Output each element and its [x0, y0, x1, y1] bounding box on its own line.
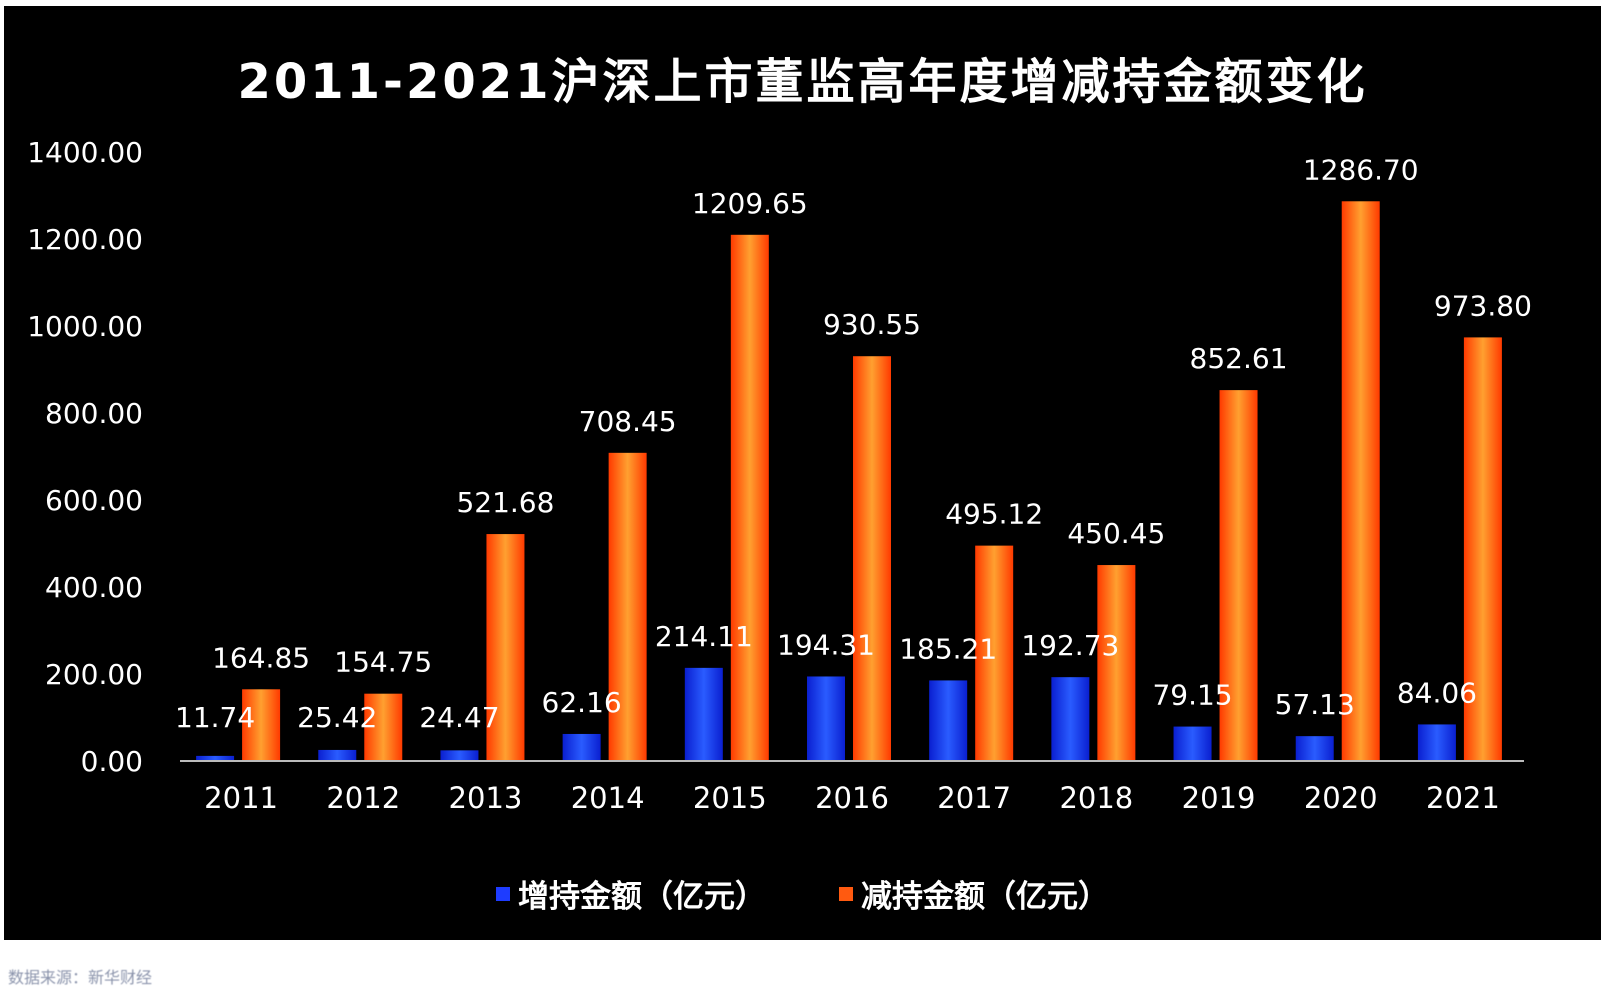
bar-decrease [608, 452, 647, 761]
data-label-decrease: 154.75 [334, 646, 432, 679]
data-label-decrease: 164.85 [212, 641, 310, 674]
data-label-decrease: 708.45 [579, 405, 677, 438]
legend-swatch-decrease [839, 886, 854, 901]
bar-decrease [486, 534, 525, 761]
data-label-decrease: 1209.65 [692, 187, 808, 220]
legend-item-increase: 增持金额（亿元） [495, 871, 766, 916]
x-tick-label: 2018 [1059, 781, 1133, 815]
x-tick-label: 2014 [571, 781, 645, 815]
bar-decrease [853, 356, 891, 761]
y-tick-label: 200.00 [45, 658, 143, 691]
bar-decrease [1463, 337, 1502, 761]
bar-decrease [730, 234, 769, 761]
y-axis: 0.00 200.00 400.00 600.00 800.00 1000.00 1200.… [27, 136, 143, 778]
data-label-decrease: 1286.70 [1303, 153, 1419, 186]
data-label-decrease: 930.55 [823, 308, 921, 341]
x-tick-label: 2015 [693, 781, 767, 815]
data-label-increase: 185.21 [899, 632, 997, 665]
legend-swatch-increase [495, 886, 510, 901]
legend: 增持金额（亿元） 减持金额（亿元） [4, 871, 1601, 916]
bar-increase [1173, 726, 1212, 761]
bar-decrease [242, 689, 281, 761]
bar-increase [807, 676, 845, 761]
x-tick-label: 2011 [204, 781, 278, 815]
x-tick-label: 2012 [326, 781, 400, 815]
data-label-increase: 25.42 [297, 701, 377, 734]
bar-increase [684, 667, 723, 761]
bar-decrease [975, 545, 1014, 761]
data-label-decrease: 521.68 [456, 486, 554, 519]
y-tick-label: 800.00 [45, 397, 143, 430]
bar-increase [440, 750, 479, 761]
data-label-increase: 57.13 [1275, 688, 1355, 721]
bar-decrease [1097, 565, 1136, 761]
y-tick-label: 1200.00 [27, 223, 143, 256]
x-tick-label: 2019 [1182, 781, 1256, 815]
data-label-decrease: 973.80 [1434, 289, 1532, 322]
chart-panel: 2011-2021沪深上市董监高年度增减持金额变化 0.00 200.00 400.… [4, 6, 1601, 940]
x-tick-label: 2017 [937, 781, 1011, 815]
y-tick-label: 600.00 [45, 484, 143, 517]
data-label-increase: 84.06 [1397, 676, 1477, 709]
bar-increase [1417, 724, 1456, 761]
data-label-increase: 24.47 [419, 701, 499, 734]
bar-increase [318, 749, 357, 761]
x-tick-label: 2016 [815, 781, 889, 815]
y-tick-label: 0.00 [81, 745, 143, 778]
data-label-decrease: 495.12 [945, 498, 1043, 531]
y-tick-label: 1000.00 [27, 310, 143, 343]
bar-decrease [1219, 390, 1258, 761]
bar-increase [196, 755, 235, 761]
bars [196, 201, 1502, 761]
bar-chart: 0.00 200.00 400.00 600.00 800.00 1000.00 1200.… [27, 136, 1532, 815]
source-note: 数据来源：新华财经 [8, 968, 153, 987]
y-tick-label: 400.00 [45, 571, 143, 604]
bar-increase [1051, 677, 1090, 761]
data-label-decrease: 852.61 [1190, 342, 1288, 375]
bar-increase [1295, 736, 1334, 761]
data-label-increase: 62.16 [542, 686, 622, 719]
data-labels: 11.74 164.85 25.42 154.75 24.47 521.68 62.16 70… [175, 153, 1532, 734]
x-tick-label: 2021 [1426, 781, 1500, 815]
legend-label-increase: 增持金额（亿元） [517, 879, 766, 915]
bar-increase [929, 680, 968, 761]
x-axis: 2011 2012 2013 2014 2015 2016 2017 2018 2019 2020… [180, 760, 1524, 815]
data-label-increase: 79.15 [1152, 679, 1232, 712]
bar-increase [562, 733, 601, 761]
legend-item-decrease: 减持金额（亿元） [839, 871, 1109, 916]
data-label-increase: 214.11 [655, 620, 753, 653]
y-tick-label: 1400.00 [27, 136, 143, 169]
data-label-decrease: 450.45 [1067, 517, 1165, 550]
x-tick-label: 2013 [449, 781, 523, 815]
x-tick-label: 2020 [1304, 781, 1378, 815]
bar-decrease [364, 693, 403, 761]
data-label-increase: 11.74 [175, 701, 255, 734]
data-label-increase: 192.73 [1021, 629, 1119, 662]
bar-decrease [1341, 201, 1380, 761]
data-label-increase: 194.31 [777, 628, 875, 661]
chart-title: 2011-2021沪深上市董监高年度增减持金额变化 [237, 54, 1368, 110]
legend-label-decrease: 减持金额（亿元） [861, 879, 1110, 915]
